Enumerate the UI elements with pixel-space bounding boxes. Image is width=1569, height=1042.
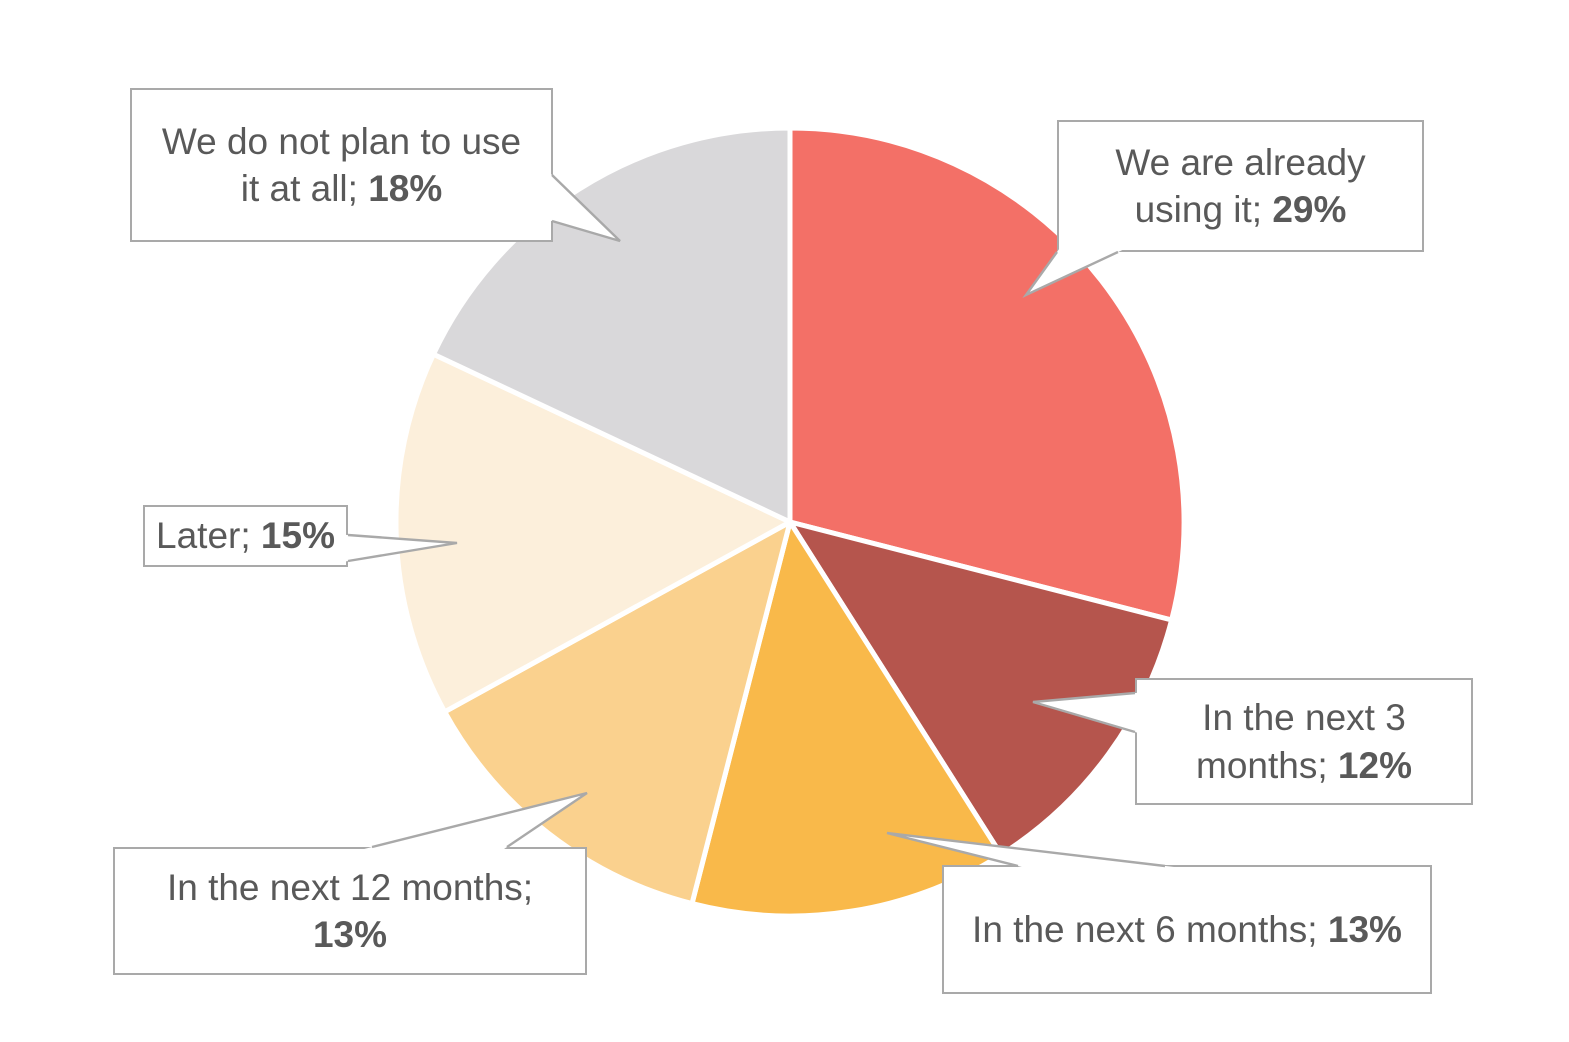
callout-line: using it; 29% <box>1135 186 1347 233</box>
callout-in-the-next-3-months: In the next 3 months; 12% <box>1135 678 1473 805</box>
callout-pct: 13% <box>312 914 388 955</box>
callout-pct: 18% <box>368 168 443 209</box>
callout-pct: 15% <box>260 515 335 557</box>
callout-pct: 29% <box>1272 189 1347 230</box>
callout-line: 13% <box>313 911 387 958</box>
callout-in-the-next-12-months: In the next 12 months; 13% <box>113 847 587 975</box>
callout-label: We are already <box>1115 141 1366 183</box>
callout-label: it at all; <box>240 168 369 209</box>
callout-we-do-not-plan-to-use-it: We do not plan to use it at all; 18% <box>130 88 553 242</box>
callout-line: In the next 3 <box>1202 694 1406 741</box>
callout-line: We are already <box>1115 139 1365 186</box>
callout-we-are-already-using-it: We are already using it; 29% <box>1057 120 1424 252</box>
callout-pct: 12% <box>1337 744 1412 786</box>
callout-label: In the next 6 months; <box>972 908 1328 950</box>
callout-label: Later; <box>156 515 261 557</box>
callout-line: We do not plan to use <box>162 118 521 165</box>
callout-label: months; <box>1196 744 1338 786</box>
callout-line: Later; 15% <box>156 512 335 559</box>
callout-in-the-next-6-months: In the next 6 months; 13% <box>942 865 1432 994</box>
callout-line: months; 12% <box>1196 742 1412 789</box>
callout-later: Later; 15% <box>143 505 348 567</box>
callout-label: using it; <box>1134 189 1273 230</box>
callout-label: In the next 12 months; <box>166 866 534 908</box>
callout-line: In the next 12 months; <box>167 864 533 911</box>
callout-label: We do not plan to use <box>161 120 522 162</box>
callout-line: it at all; 18% <box>241 165 443 212</box>
callout-line: In the next 6 months; 13% <box>972 906 1402 953</box>
callout-label: In the next 3 <box>1202 697 1406 739</box>
callout-pct: 13% <box>1327 908 1402 950</box>
